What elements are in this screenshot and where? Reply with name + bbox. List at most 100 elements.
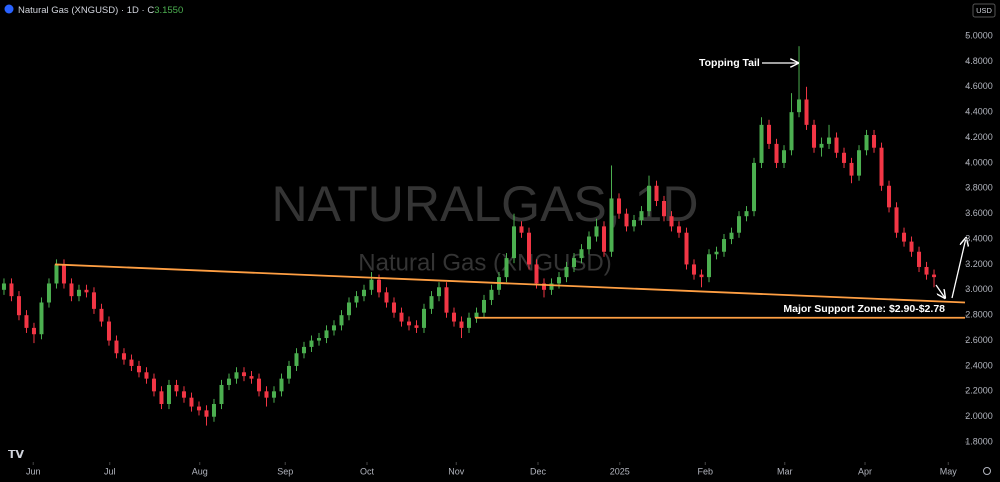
header-last[interactable]: 3.1550 (154, 5, 183, 16)
candle-body (444, 287, 449, 313)
candle-body (159, 391, 164, 405)
candle-body (759, 124, 764, 163)
candle-body (804, 99, 809, 125)
y-tick-label: 4.8000 (965, 56, 993, 66)
candle-body (346, 302, 351, 316)
x-tick-label: Dec (530, 466, 547, 476)
candle-body (166, 384, 171, 405)
candle-body (692, 264, 697, 275)
y-tick-label: 1.8000 (965, 436, 993, 446)
candle-body (54, 264, 59, 284)
candle-body (609, 198, 614, 252)
candle-body (451, 312, 456, 322)
candle-body (647, 185, 652, 212)
candle-body (249, 376, 254, 379)
support-line (54, 263, 966, 304)
candle-body (669, 216, 674, 227)
candle-body (466, 317, 471, 328)
candle-body (391, 302, 396, 313)
candle-body (136, 365, 141, 373)
y-tick-label: 4.0000 (965, 157, 993, 167)
candle-body (196, 406, 201, 411)
candle-body (241, 372, 246, 377)
x-tick-label: May (940, 466, 958, 476)
candle-body (204, 410, 209, 417)
candle-body (264, 391, 269, 398)
candle-body (46, 283, 51, 303)
annotation: Topping Tail (699, 57, 760, 69)
candle-body (564, 266, 569, 278)
candle-body (219, 384, 224, 405)
candle-body (151, 378, 156, 392)
candle-body (286, 365, 291, 379)
y-tick-label: 3.4000 (965, 233, 993, 243)
y-tick-label: 2.2000 (965, 386, 993, 396)
annotation: Major Support Zone: $2.90-$2.78 (783, 303, 945, 315)
candle-body (114, 340, 119, 354)
logo: 𝗧𝗩 (8, 449, 25, 461)
candle-body (654, 185, 659, 201)
candle-body (519, 226, 524, 233)
candle-body (316, 338, 321, 341)
candle-body (376, 279, 381, 293)
candle-body (767, 124, 772, 144)
candle-body (902, 232, 907, 242)
candle-body (121, 353, 126, 360)
header-title: Natural Gas (XNGUSD) · 1D · C (18, 5, 154, 16)
x-tick-label: Jul (104, 466, 116, 476)
candle-body (834, 137, 839, 153)
candle-body (617, 198, 622, 214)
candle-body (864, 135, 869, 151)
y-tick-label: 3.2000 (965, 259, 993, 269)
candle-body (737, 216, 742, 233)
candle-body (84, 289, 89, 293)
candle-body (782, 150, 787, 163)
candle-body (774, 143, 779, 163)
candle-body (181, 391, 186, 398)
candle-body (31, 327, 36, 335)
candle-body (279, 378, 284, 392)
currency-box[interactable] (972, 3, 996, 18)
candle-body (549, 283, 554, 290)
candle-body (932, 274, 937, 278)
candle-body (924, 266, 929, 275)
candle-body (707, 254, 712, 278)
candle-body (99, 308, 104, 322)
candle-body (819, 143, 824, 148)
candle-body (324, 330, 329, 339)
candle-body (482, 299, 487, 313)
header: Natural Gas (XNGUSD) · 1D · C3.1550 (18, 5, 183, 16)
candle-body (879, 147, 884, 186)
candle-body (729, 232, 734, 240)
candle-body (504, 258, 509, 278)
y-tick-label: 3.0000 (965, 284, 993, 294)
candle-body (639, 211, 644, 221)
candle-body (309, 340, 314, 347)
x-tick-label: 2025 (610, 466, 630, 476)
candle-body (789, 112, 794, 151)
candle-body (256, 378, 261, 392)
candle-body (271, 391, 276, 398)
settings-icon[interactable] (983, 467, 991, 475)
candle-body (331, 325, 336, 331)
x-tick-label: Aug (192, 466, 208, 476)
candle-body (722, 239, 727, 252)
annotation-arrow (935, 284, 945, 298)
candle-body (542, 283, 547, 290)
candle-body (917, 251, 922, 267)
candle-body (752, 162, 757, 212)
y-tick-label: 5.0000 (965, 30, 993, 40)
candle-body (361, 289, 366, 297)
x-tick-label: Sep (277, 466, 293, 476)
candle-body (632, 220, 637, 227)
x-tick-label: Jun (26, 466, 41, 476)
candle-body (129, 359, 134, 366)
y-tick-label: 2.6000 (965, 335, 993, 345)
candle-body (474, 312, 479, 318)
candle-body (421, 308, 426, 328)
candle-body (339, 315, 344, 326)
candle-body (189, 397, 194, 407)
currency[interactable]: USD (976, 6, 992, 15)
candle-body (354, 296, 359, 303)
